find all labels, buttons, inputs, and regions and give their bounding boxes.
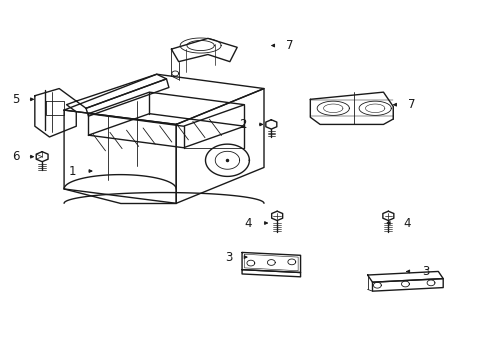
Text: 7: 7: [407, 98, 414, 111]
Text: 3: 3: [422, 265, 429, 278]
Text: 5: 5: [12, 93, 19, 106]
Text: 4: 4: [244, 216, 251, 230]
Text: 3: 3: [224, 251, 232, 264]
Text: 1: 1: [69, 165, 76, 177]
Text: 7: 7: [285, 39, 293, 52]
Text: 2: 2: [239, 118, 246, 131]
Text: 6: 6: [12, 150, 19, 163]
Text: 4: 4: [402, 216, 409, 230]
